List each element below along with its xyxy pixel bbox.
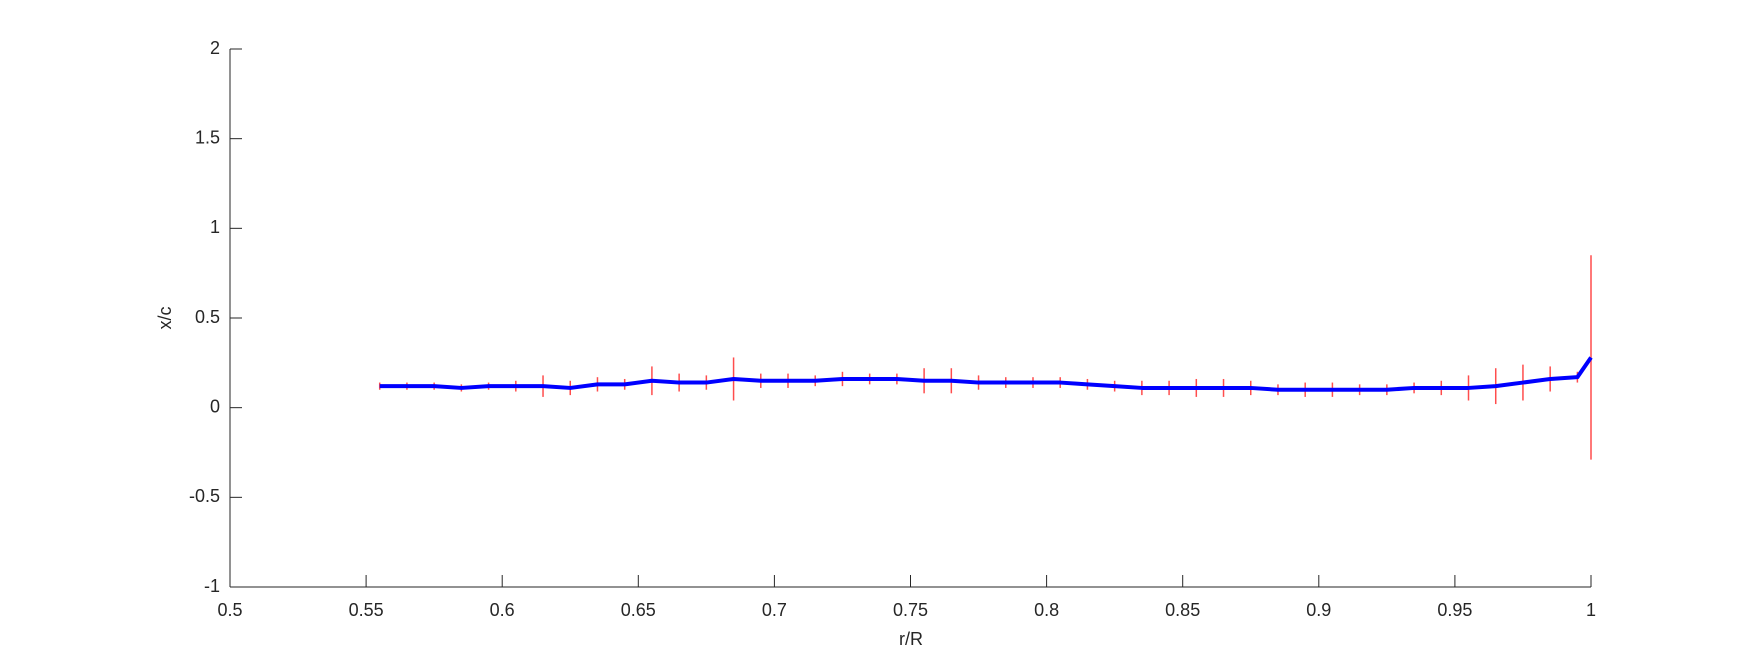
y-tick-label: 2 [210, 38, 220, 58]
x-tick-label: 0.75 [893, 600, 928, 620]
x-tick-label: 0.5 [217, 600, 242, 620]
x-tick-label: 0.55 [349, 600, 384, 620]
y-tick-label: -0.5 [189, 486, 220, 506]
y-tick-label: 1 [210, 217, 220, 237]
mean-line [379, 356, 1593, 392]
x-tick-label: 0.95 [1437, 600, 1472, 620]
x-axis-label: r/R [899, 629, 923, 649]
x-tick-label: 0.7 [762, 600, 787, 620]
y-tick-label: 0 [210, 396, 220, 416]
x-tick-label: 0.65 [621, 600, 656, 620]
y-axis-label: x/c [155, 306, 175, 329]
x-tick-label: 0.85 [1165, 600, 1200, 620]
y-tick-label: -1 [204, 576, 220, 596]
x-tick-label: 0.6 [490, 600, 515, 620]
y-tick-label: 0.5 [195, 307, 220, 327]
x-tick-label: 1 [1586, 600, 1596, 620]
y-tick-label: 1.5 [195, 127, 220, 147]
x-tick-label: 0.9 [1306, 600, 1331, 620]
x-tick-label: 0.8 [1034, 600, 1059, 620]
